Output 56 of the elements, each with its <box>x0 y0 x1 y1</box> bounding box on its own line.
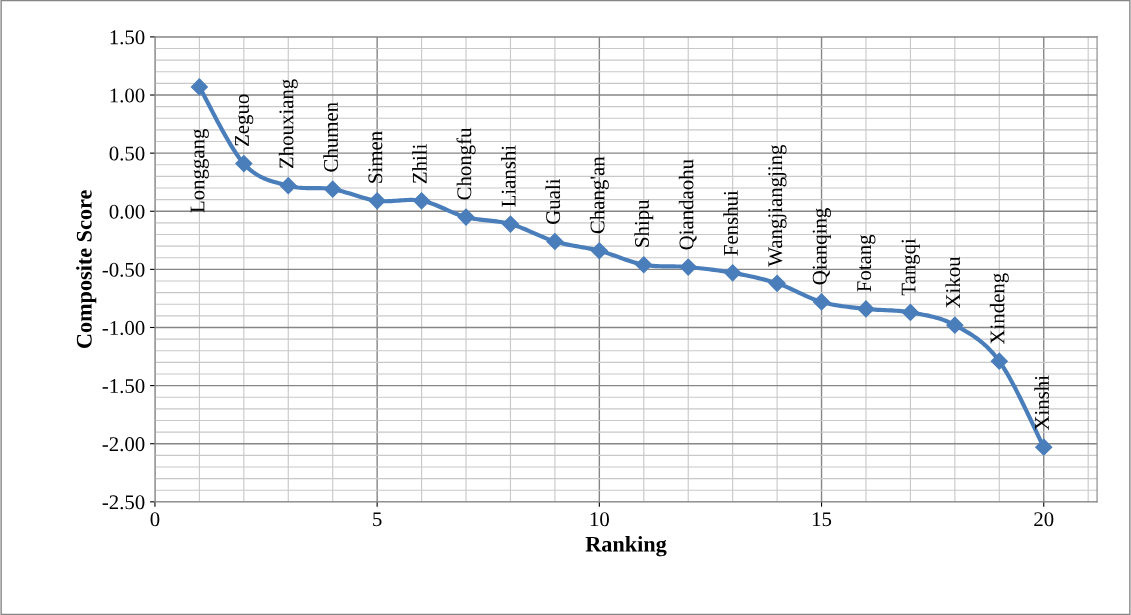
x-axis-title: Ranking <box>585 536 667 557</box>
point <box>590 242 608 260</box>
point <box>679 258 697 276</box>
y-tick-label: 0.50 <box>109 146 145 161</box>
annotation: Xindeng <box>989 273 1009 345</box>
point <box>413 192 431 210</box>
point <box>768 274 786 292</box>
annotation: Fotang <box>857 234 876 292</box>
annotation: Simen <box>368 131 383 183</box>
x-tick-label: 5 <box>373 512 382 527</box>
y-tick-label: -0.50 <box>102 262 145 277</box>
x-tick-label: 15 <box>812 512 832 527</box>
annotation: Chang'an <box>589 156 609 234</box>
x-tick-label: 10 <box>590 512 609 527</box>
point <box>857 300 875 318</box>
y-axis-title: Composite Score <box>76 190 97 349</box>
annotation: Wangjiangjing <box>768 144 787 267</box>
point <box>279 177 297 195</box>
annotation: Longgang <box>190 128 209 213</box>
y-tick-label: 1.50 <box>110 30 145 45</box>
annotation: Guali <box>545 178 561 224</box>
annotation: Qiandaohu <box>678 159 697 250</box>
point <box>501 215 520 233</box>
y-tick-label: 1.00 <box>110 88 145 103</box>
annotation: Lianshi <box>501 145 516 207</box>
annotation: Qianqing <box>812 208 831 285</box>
point <box>812 293 831 311</box>
x-tick-label: 0 <box>150 512 160 527</box>
y-tick-label: -1.50 <box>102 378 145 394</box>
point <box>901 303 919 321</box>
annotation: Chongfu <box>456 127 476 200</box>
annotation: Zeguo <box>235 94 254 146</box>
annotation: Zhouxiang <box>278 79 298 169</box>
y-tick-label: 0.00 <box>109 204 145 219</box>
annotation: Zhili <box>412 144 427 184</box>
annotation: Shipu <box>634 199 654 247</box>
point <box>546 232 564 251</box>
point <box>324 180 342 198</box>
point <box>457 208 475 226</box>
point <box>368 192 386 210</box>
point <box>635 256 653 274</box>
annotation: Xikou <box>945 256 961 309</box>
point <box>724 264 742 282</box>
annotation: Tangqi <box>901 238 920 296</box>
point <box>1035 438 1053 456</box>
point <box>946 316 964 334</box>
y-tick-label: -2.50 <box>102 495 145 510</box>
annotation: Xinshi <box>1034 375 1049 431</box>
point <box>190 78 208 96</box>
y-tick-label: -2.00 <box>102 437 145 452</box>
point <box>235 155 253 173</box>
annotation: Fenshui <box>723 190 738 256</box>
point <box>990 352 1008 370</box>
y-tick-label: -1.00 <box>102 320 145 336</box>
x-tick-label: 20 <box>1034 512 1054 527</box>
annotation: Chumen <box>323 102 338 172</box>
